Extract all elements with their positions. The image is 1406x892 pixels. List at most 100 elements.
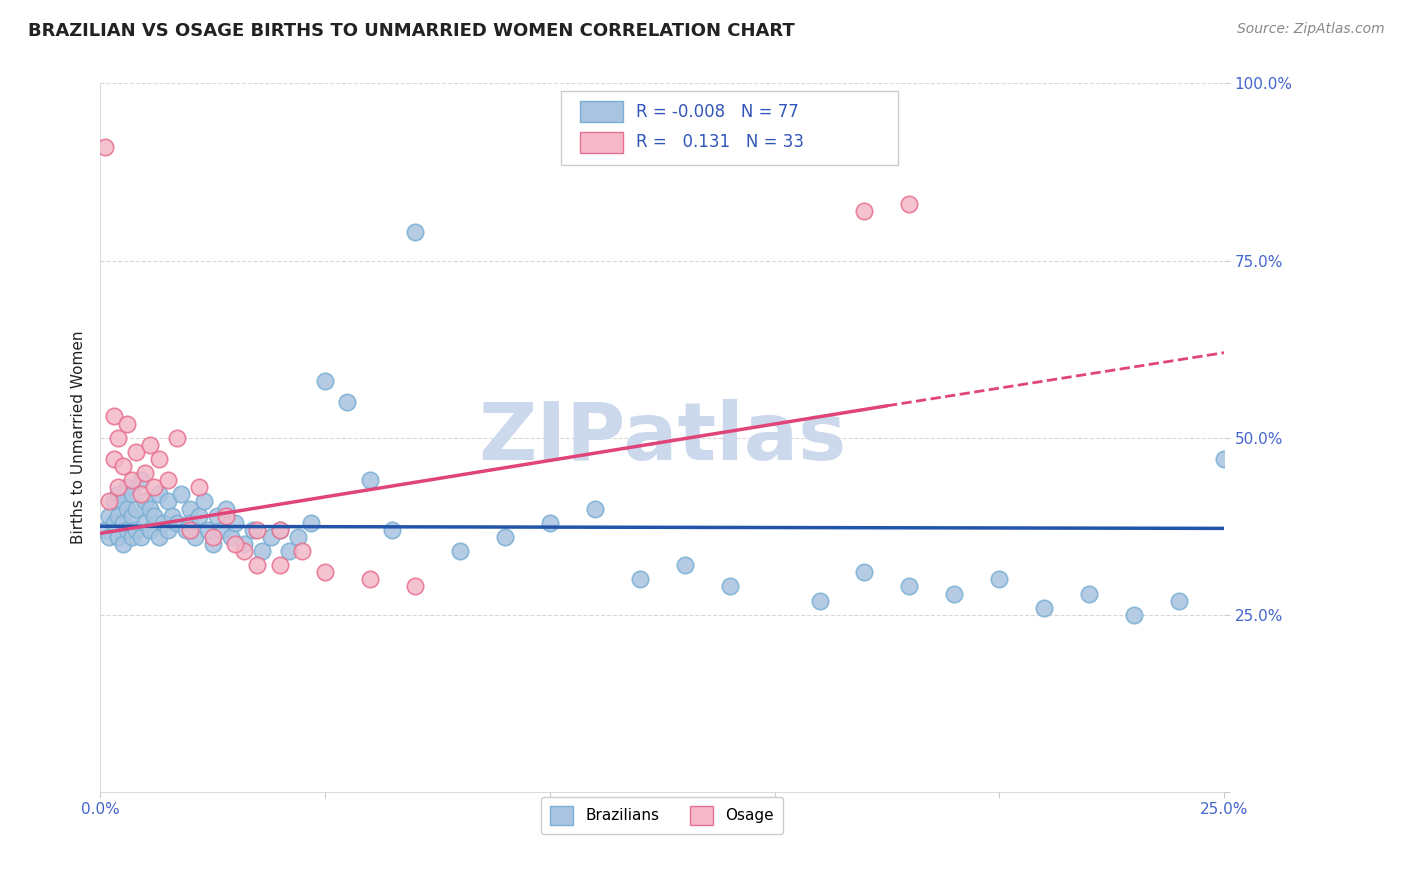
Point: [853, 566, 876, 580]
Point: [115, 501, 138, 516]
Point: [404, 579, 426, 593]
Point: [107, 487, 129, 501]
Point: [291, 544, 314, 558]
Point: [125, 523, 148, 537]
Point: [174, 523, 197, 537]
Point: [538, 516, 561, 530]
Point: [224, 537, 246, 551]
Point: [628, 573, 651, 587]
Point: [1168, 593, 1191, 607]
Point: [250, 544, 273, 558]
Text: Source: ZipAtlas.com: Source: ZipAtlas.com: [1237, 22, 1385, 37]
Point: [179, 523, 201, 537]
Point: [242, 523, 264, 537]
Point: [494, 530, 516, 544]
Point: [138, 523, 160, 537]
Point: [898, 197, 921, 211]
Point: [129, 473, 152, 487]
Point: [808, 593, 831, 607]
Point: [381, 523, 404, 537]
Point: [201, 537, 224, 551]
Point: [359, 573, 381, 587]
Point: [156, 473, 179, 487]
Point: [121, 508, 143, 523]
Point: [718, 579, 741, 593]
Point: [179, 501, 201, 516]
Point: [111, 494, 134, 508]
Point: [138, 438, 160, 452]
Point: [246, 523, 269, 537]
Point: [121, 530, 143, 544]
Point: [359, 473, 381, 487]
Point: [107, 530, 129, 544]
Point: [211, 523, 233, 537]
Point: [278, 544, 301, 558]
Point: [269, 523, 291, 537]
Point: [193, 494, 215, 508]
Point: [336, 395, 359, 409]
Point: [853, 204, 876, 219]
Point: [583, 501, 606, 516]
Point: [188, 508, 211, 523]
Point: [166, 516, 188, 530]
Point: [115, 523, 138, 537]
Point: [138, 501, 160, 516]
Point: [301, 516, 323, 530]
Point: [1213, 452, 1236, 467]
Point: [152, 516, 174, 530]
Point: [156, 523, 179, 537]
Point: [314, 374, 336, 388]
Point: [988, 573, 1011, 587]
Point: [898, 579, 921, 593]
Point: [449, 544, 471, 558]
Text: R =   0.131   N = 33: R = 0.131 N = 33: [637, 133, 804, 152]
Point: [246, 558, 269, 573]
Point: [156, 494, 179, 508]
Point: [143, 480, 166, 494]
Point: [125, 501, 148, 516]
Point: [170, 487, 193, 501]
Point: [224, 516, 246, 530]
Point: [1078, 586, 1101, 600]
Point: [188, 480, 211, 494]
Point: [103, 494, 125, 508]
Point: [233, 544, 256, 558]
Point: [148, 530, 170, 544]
Point: [111, 458, 134, 473]
Point: [103, 452, 125, 467]
Point: [111, 537, 134, 551]
Point: [129, 487, 152, 501]
Legend: Brazilians, Osage: Brazilians, Osage: [541, 797, 783, 834]
Point: [93, 140, 115, 154]
Point: [98, 508, 121, 523]
Point: [121, 487, 143, 501]
Point: [287, 530, 309, 544]
Point: [111, 516, 134, 530]
Point: [115, 480, 138, 494]
Point: [1123, 607, 1146, 622]
Point: [93, 523, 115, 537]
Point: [148, 487, 170, 501]
Point: [404, 225, 426, 239]
FancyBboxPatch shape: [581, 101, 623, 122]
Point: [143, 508, 166, 523]
Point: [98, 530, 121, 544]
Point: [129, 530, 152, 544]
FancyBboxPatch shape: [581, 132, 623, 153]
Point: [183, 530, 205, 544]
Point: [134, 516, 156, 530]
Point: [201, 530, 224, 544]
Point: [205, 508, 228, 523]
Point: [115, 417, 138, 431]
Point: [260, 530, 283, 544]
Point: [103, 516, 125, 530]
Point: [160, 508, 183, 523]
Point: [121, 473, 143, 487]
Point: [103, 409, 125, 424]
Point: [269, 558, 291, 573]
Point: [1033, 600, 1056, 615]
Point: [148, 452, 170, 467]
Point: [215, 501, 238, 516]
Y-axis label: Births to Unmarried Women: Births to Unmarried Women: [72, 331, 86, 544]
Point: [215, 508, 238, 523]
